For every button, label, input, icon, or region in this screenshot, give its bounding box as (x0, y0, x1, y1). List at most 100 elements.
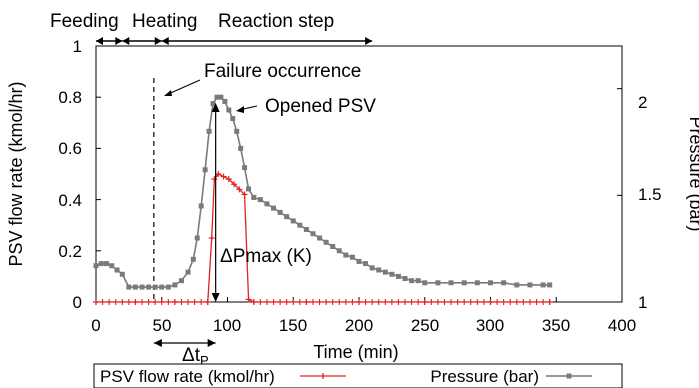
flow-baseline-marker-180 (329, 299, 336, 305)
flow-baseline-marker-280 (461, 299, 468, 305)
pressure-marker-25 (226, 107, 232, 113)
flow-baseline-marker-290 (474, 299, 481, 305)
flow-baseline-marker-145 (283, 299, 290, 305)
flow-baseline-marker-60 (171, 299, 178, 305)
pressure-marker-65 (527, 282, 533, 288)
pressure-marker-42 (323, 239, 329, 245)
flow-baseline-marker-50 (158, 299, 165, 305)
series-layer (93, 94, 553, 305)
flow-baseline-marker-310 (500, 299, 507, 305)
flow-baseline-marker-185 (336, 299, 343, 305)
annotation-failure: Failure occurrence (204, 61, 361, 82)
dt-arrowhead-right (207, 339, 216, 347)
flow-baseline-marker-45 (152, 299, 159, 305)
pressure-marker-9 (146, 284, 152, 290)
y-left-tick-3: 0.6 (58, 139, 82, 158)
flow-baseline-marker-200 (356, 299, 362, 305)
flow-baseline-marker-300 (487, 299, 494, 305)
pressure-marker-6 (126, 284, 132, 290)
pressure-marker-21 (210, 101, 216, 107)
annotation-dt-base: Δt (182, 345, 201, 366)
x-tick-3: 150 (279, 316, 307, 335)
flow-baseline-marker-85 (204, 299, 211, 305)
pressure-marker-55 (409, 278, 415, 284)
dt-arrow (153, 339, 216, 347)
flow-baseline-marker-265 (441, 299, 448, 305)
flow-marker-10 (236, 186, 243, 193)
pressure-marker-53 (395, 273, 401, 279)
phase-arrowhead-left-0 (96, 37, 103, 45)
x-tick-6: 300 (476, 316, 504, 335)
pressure-marker-61 (474, 280, 480, 286)
pressure-marker-13 (172, 282, 178, 288)
flow-baseline-marker-315 (507, 299, 514, 305)
flow-baseline-marker-295 (480, 299, 487, 305)
flow-baseline-marker-195 (349, 299, 356, 305)
flow-marker-6 (215, 171, 222, 177)
annotation-opened-psv: Opened PSV (265, 96, 376, 117)
flow-baseline-marker-325 (520, 299, 527, 305)
phase-arrowhead-left-2 (161, 37, 169, 45)
flow-baseline-marker-0 (93, 299, 99, 305)
y-left-tick-5: 1 (73, 37, 82, 56)
flow-marker-12 (245, 296, 252, 303)
x-tick-8: 400 (608, 316, 636, 335)
pressure-marker-62 (488, 280, 493, 286)
flow-baseline-marker-40 (145, 299, 152, 305)
pressure-marker-52 (389, 271, 395, 277)
phase-label-reaction: Reaction step (218, 11, 334, 32)
legend-label-flow: PSV flow rate (kmol/hr) (100, 367, 275, 386)
pressure-marker-4 (114, 267, 120, 273)
pressure-marker-15 (185, 269, 191, 275)
flow-baseline-marker-160 (303, 299, 310, 305)
dpmax-arrowhead-top (211, 103, 220, 112)
pressure-marker-14 (178, 278, 184, 284)
pressure-marker-51 (382, 269, 388, 275)
x-tick-1: 50 (153, 316, 172, 335)
pressure-marker-5 (119, 271, 125, 277)
pressure-marker-32 (257, 197, 263, 203)
pressure-marker-18 (198, 203, 204, 209)
flow-baseline-marker-20 (119, 299, 126, 305)
pressure-marker-34 (271, 205, 277, 211)
flow-baseline-marker-150 (290, 299, 297, 305)
pressure-marker-0 (93, 263, 99, 269)
pressure-marker-59 (448, 280, 454, 286)
y-right-tick-2: 2 (638, 93, 647, 112)
flow-baseline-marker-250 (421, 299, 428, 305)
pressure-marker-17 (194, 235, 200, 241)
flow-baseline-marker-125 (257, 299, 264, 305)
flow-baseline-marker-230 (395, 299, 402, 305)
pressure-marker-50 (376, 267, 382, 273)
flow-baseline-marker-55 (165, 299, 172, 305)
pressure-marker-38 (297, 222, 303, 228)
x-axis-label: Time (min) (313, 342, 398, 362)
phase-arrowhead-right-1 (154, 37, 162, 45)
pressure-marker-40 (310, 231, 316, 237)
flow-baseline-marker-140 (277, 299, 284, 305)
pressure-marker-8 (139, 284, 145, 290)
pressure-marker-66 (540, 282, 546, 288)
legend-box (93, 363, 623, 388)
y-left-tick-1: 0.2 (58, 242, 82, 261)
flow-baseline-marker-70 (185, 299, 192, 305)
flow-baseline-marker-80 (198, 299, 205, 305)
phase-arrowhead-right-0 (115, 37, 123, 45)
annotation-dt-sub: P (200, 353, 209, 368)
pressure-marker-31 (251, 194, 257, 200)
flow-baseline-marker-275 (454, 299, 461, 305)
annotation-dpmax: ΔPmax (K) (220, 246, 312, 267)
pressure-marker-1 (98, 261, 104, 267)
pressure-marker-28 (238, 145, 244, 151)
flow-baseline-marker-5 (99, 299, 106, 305)
flow-baseline-marker-345 (546, 299, 553, 305)
pressure-marker-11 (159, 284, 165, 290)
flow-marker-5 (211, 176, 218, 183)
y-right-tick-1: 1.5 (638, 185, 662, 204)
flow-marker-11 (241, 191, 248, 198)
pressure-marker-64 (514, 282, 520, 288)
x-tick-5: 250 (411, 316, 439, 335)
phase-arrowhead-left-1 (122, 37, 130, 45)
y-right-axis-label: Pressure (bar) (686, 116, 699, 231)
